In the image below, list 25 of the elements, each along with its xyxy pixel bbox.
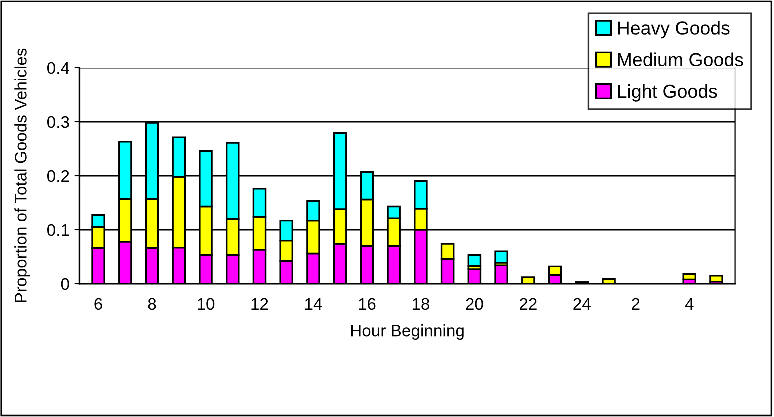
legend-label: Heavy Goods <box>618 21 730 39</box>
x-tick-label: 18 <box>412 298 430 310</box>
y-tick-label: 0.3 <box>47 116 70 128</box>
bar <box>468 254 482 267</box>
y-tick-label: 0.4 <box>47 62 70 74</box>
legend-label: Light Goods <box>618 84 718 102</box>
y-tick-label: 0.1 <box>47 224 70 236</box>
x-axis-title: Hour Beginning <box>351 324 464 340</box>
legend-label: Medium Goods <box>618 52 744 67</box>
x-tick-label: 24 <box>574 298 591 310</box>
x-tick-label: 10 <box>198 298 215 310</box>
x-tick-label: 12 <box>252 298 268 310</box>
x-tick-label: 14 <box>305 298 322 310</box>
bar <box>682 273 697 280</box>
x-tick-label: 8 <box>148 298 156 310</box>
x-tick-label: 2 <box>632 298 640 310</box>
x-tick-label: 20 <box>466 298 484 310</box>
x-tick-label: 6 <box>94 298 102 310</box>
bar <box>494 250 508 264</box>
y-axis-title: Proportion of Total Goods Vehicles <box>14 48 30 302</box>
y-tick-label: 0.2 <box>47 170 70 182</box>
x-tick-label: 16 <box>359 298 376 310</box>
x-tick-label: 4 <box>685 298 694 310</box>
x-tick-label: 22 <box>520 298 537 310</box>
y-tick-label: 0 <box>61 278 70 290</box>
